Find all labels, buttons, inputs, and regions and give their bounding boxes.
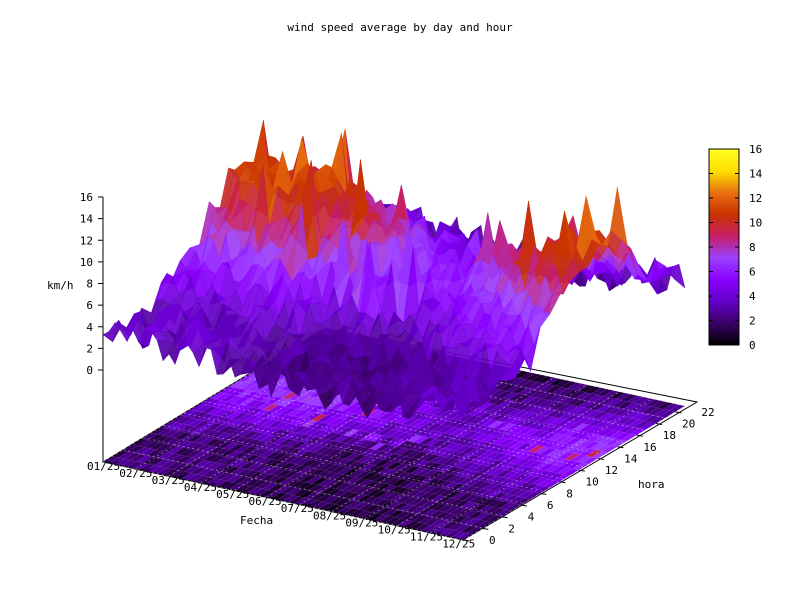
x-tick-label: 11/25 (410, 530, 443, 543)
z-tick-label: 2 (86, 342, 93, 355)
x-tick-label: 01/25 (87, 460, 120, 473)
colorbar-tick-label: 14 (749, 168, 763, 181)
colorbar: 0 2 4 6 8 10 12 14 16 (708, 143, 763, 352)
y-tick-label: 2 (508, 522, 515, 535)
z-axis: 0 2 4 6 8 10 12 14 16 km/h (47, 191, 104, 462)
y-tick (617, 446, 624, 449)
colorbar-tick-label: 8 (749, 241, 756, 254)
z-tick-label: 8 (86, 278, 93, 291)
x-tick-label: 06/25 (248, 495, 281, 508)
x-tick-label: 04/25 (184, 481, 217, 494)
x-tick-label: 03/25 (152, 474, 185, 487)
y-tick-label: 22 (701, 406, 714, 419)
y-tick-label: 12 (605, 464, 618, 477)
y-tick (598, 457, 605, 460)
y-tick-label: 0 (489, 534, 496, 547)
colorbar-scale (708, 148, 740, 346)
z-tick-label: 6 (86, 299, 93, 312)
surface (102, 120, 686, 420)
colorbar-tick-label: 16 (749, 143, 762, 156)
y-tick (675, 411, 682, 414)
x-tick-label: 10/25 (378, 523, 411, 536)
y-axis-label: hora (638, 478, 665, 491)
colorbar-tick-label: 2 (749, 315, 756, 328)
y-tick-label: 8 (566, 487, 573, 500)
y-tick (636, 434, 643, 437)
colorbar-tick-label: 10 (749, 217, 762, 230)
y-tick (655, 422, 663, 425)
x-tick-label: 05/25 (216, 488, 249, 501)
y-tick-label: 4 (528, 511, 535, 524)
z-axis-label: km/h (47, 279, 74, 292)
z-tick-label: 0 (86, 364, 93, 377)
x-tick-label: 12/25 (442, 537, 475, 550)
y-tick-label: 16 (643, 441, 656, 454)
y-tick (540, 492, 547, 495)
z-tick-label: 12 (80, 234, 93, 247)
y-tick (501, 516, 508, 519)
y-tick-label: 14 (624, 452, 638, 465)
x-axis-label: Fecha (240, 514, 273, 527)
z-tick-label: 10 (80, 256, 93, 269)
x-axis: 01/2502/2503/2504/2505/2506/2507/2508/25… (87, 460, 475, 550)
y-tick-label: 20 (682, 417, 695, 430)
z-tick-label: 16 (80, 191, 93, 204)
x-tick-label: 09/25 (345, 516, 378, 529)
x-tick-label: 08/25 (313, 509, 346, 522)
z-tick-label: 4 (86, 321, 93, 334)
y-tick-label: 10 (586, 476, 599, 489)
y-tick (462, 539, 470, 542)
y-tick (578, 469, 585, 472)
z-tick-label: 14 (80, 213, 94, 226)
y-tick-label: 6 (547, 499, 554, 512)
x-tick-label: 07/25 (281, 502, 314, 515)
y-tick (482, 527, 489, 530)
y-tick-label: 18 (663, 429, 676, 442)
y-tick (559, 481, 566, 484)
colorbar-tick-label: 0 (749, 339, 756, 352)
colorbar-tick-label: 4 (749, 290, 756, 303)
x-tick-label: 02/25 (119, 467, 152, 480)
colorbar-tick-label: 6 (749, 266, 756, 279)
colorbar-tick-label: 12 (749, 192, 762, 205)
chart-title: wind speed average by day and hour (287, 21, 513, 34)
y-tick (520, 504, 527, 507)
